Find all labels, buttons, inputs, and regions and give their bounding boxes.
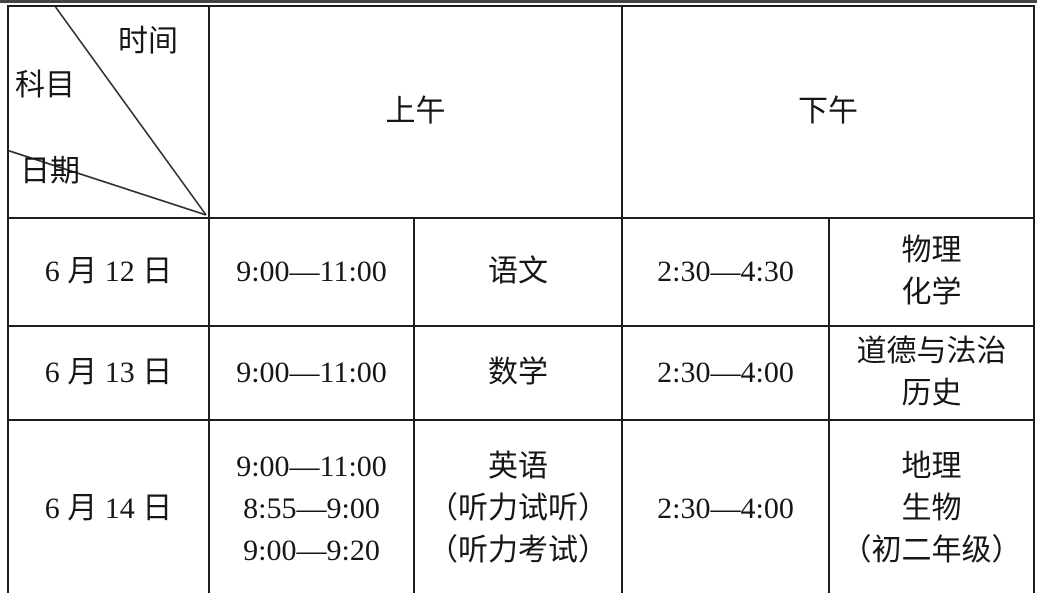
pm-time-cell: 2:30—4:00 bbox=[621, 419, 830, 593]
table-row: 6 月 14 日 9:00—11:00 8:55—9:00 9:00—9:20 … bbox=[7, 419, 1035, 593]
am-subject-cell: 数学 bbox=[413, 325, 623, 421]
morning-header: 上午 bbox=[208, 5, 623, 219]
corner-cell: 时间 科目 日期 bbox=[7, 5, 210, 219]
afternoon-header: 下午 bbox=[621, 5, 1035, 219]
pm-time-cell: 2:30—4:30 bbox=[621, 217, 830, 327]
table-row: 6 月 12 日 9:00—11:00 语文 2:30—4:30 物理 化学 bbox=[7, 217, 1035, 327]
am-subject-cell: 英语 （听力试听） （听力考试） bbox=[413, 419, 623, 593]
table-row: 6 月 13 日 9:00—11:00 数学 2:30—4:00 道德与法治 历… bbox=[7, 325, 1035, 421]
am-time-cell: 9:00—11:00 8:55—9:00 9:00—9:20 bbox=[208, 419, 415, 593]
pm-subject-cell: 地理 生物 （初二年级） bbox=[828, 419, 1035, 593]
am-time-cell: 9:00—11:00 bbox=[208, 217, 415, 327]
top-edge-divider bbox=[0, 0, 1037, 3]
am-subject-cell: 语文 bbox=[413, 217, 623, 327]
header-row: 时间 科目 日期 上午 下午 bbox=[7, 5, 1035, 219]
pm-subject-cell: 道德与法治 历史 bbox=[828, 325, 1035, 421]
date-cell: 6 月 13 日 bbox=[7, 325, 210, 421]
date-cell: 6 月 12 日 bbox=[7, 217, 210, 327]
exam-timetable: 时间 科目 日期 上午 下午 6 月 12 日 9:00—11:00 语文 2:… bbox=[7, 5, 1035, 593]
pm-time-cell: 2:30—4:00 bbox=[621, 325, 830, 421]
diagonal-lines bbox=[9, 7, 207, 216]
corner-date-label: 日期 bbox=[20, 155, 80, 188]
am-time-cell: 9:00—11:00 bbox=[208, 325, 415, 421]
date-cell: 6 月 14 日 bbox=[7, 419, 210, 593]
corner-subject-label: 科目 bbox=[15, 69, 75, 102]
pm-subject-cell: 物理 化学 bbox=[828, 217, 1035, 327]
corner-time-label: 时间 bbox=[118, 25, 178, 58]
